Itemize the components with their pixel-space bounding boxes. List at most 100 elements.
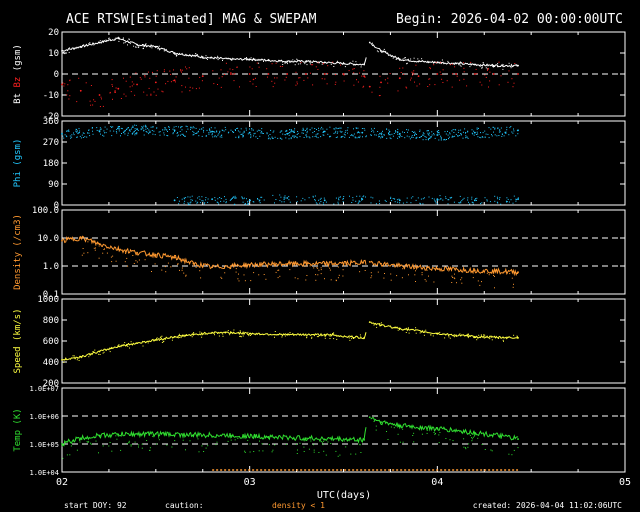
series-scatter-mag-0 [119,37,120,39]
series-scatter-phi-0 [280,130,282,132]
series-scatter-mag-1 [295,71,297,73]
series-scatter-phi-0 [409,138,411,140]
series-scatter-phi-1 [505,200,507,202]
series-scatter-phi-0 [320,128,322,130]
series-scatter-phi-0 [382,136,384,138]
series-scatter-mag-1 [255,77,256,79]
series-scatter-phi-0 [440,138,442,140]
series-scatter-phi-0 [285,137,287,139]
series-scatter-phi-1 [472,202,474,203]
series-scatter-phi-0 [62,135,64,137]
series-scatter-speed-0 [353,338,354,339]
y-tick-label-density-1: 10.0 [37,234,59,244]
series-scatter-density-0 [127,265,129,267]
y-tick-label-temp-0: 1.0E+07 [29,385,59,393]
series-scatter-phi-0 [312,136,314,138]
series-scatter-speed-0 [379,325,381,327]
series-scatter-density-0 [315,279,317,281]
series-scatter-mag-1 [140,78,142,80]
series-scatter-phi-1 [190,201,192,203]
series-scatter-phi-0 [399,135,401,137]
series-scatter-mag-0 [279,59,281,61]
series-scatter-temp-0 [158,437,160,439]
series-scatter-phi-0 [323,130,324,132]
series-scatter-speed-0 [444,337,446,339]
series-scatter-phi-0 [326,128,328,130]
series-scatter-phi-0 [358,136,359,138]
series-scatter-phi-0 [424,136,426,137]
series-scatter-phi-1 [463,197,465,199]
series-scatter-speed-0 [451,334,452,336]
series-scatter-phi-1 [352,197,354,199]
y-axis-label-phi: Phi (gsm) [13,139,23,188]
series-scatter-density-0 [320,269,322,271]
series-scatter-temp-0 [393,427,395,429]
series-scatter-speed-0 [329,338,331,339]
series-scatter-phi-0 [388,133,389,134]
series-scatter-phi-0 [105,132,107,134]
series-scatter-phi-1 [467,199,469,201]
y-axis-label-part: Bt [13,93,23,104]
y-tick-label-speed-3: 400 [43,358,59,368]
series-scatter-temp-0 [271,451,273,453]
series-scatter-mag-0 [355,61,357,63]
data-point-mag-1 [380,81,382,84]
series-scatter-phi-0 [260,132,262,134]
series-scatter-mag-1 [185,66,186,68]
series-scatter-temp-0 [452,440,454,442]
series-scatter-phi-0 [172,132,174,134]
series-scatter-speed-0 [306,336,308,338]
series-scatter-mag-0 [497,66,498,68]
series-scatter-phi-0 [291,130,293,132]
series-scatter-phi-0 [79,132,80,134]
series-scatter-density-0 [195,266,197,268]
series-scatter-mag-1 [134,94,136,96]
series-scatter-speed-0 [423,330,425,332]
series-scatter-phi-0 [233,132,235,133]
series-scatter-density-0 [402,268,404,270]
series-scatter-phi-0 [301,129,303,131]
series-scatter-phi-0 [235,136,237,138]
series-scatter-temp-0 [130,444,132,446]
series-scatter-mag-1 [307,77,309,79]
series-scatter-density-0 [98,257,100,259]
series-scatter-mag-0 [207,58,208,60]
series-scatter-phi-0 [228,131,230,133]
series-scatter-temp-0 [69,454,71,456]
series-scatter-phi-0 [370,134,372,136]
series-scatter-speed-0 [277,334,279,336]
series-scatter-phi-0 [337,131,339,133]
series-scatter-phi-0 [181,133,183,135]
series-scatter-phi-1 [322,202,324,204]
series-scatter-mag-1 [220,69,222,71]
series-scatter-phi-0 [80,137,82,139]
series-scatter-speed-0 [98,353,100,355]
series-scatter-density-0 [426,269,428,271]
series-scatter-mag-1 [463,78,465,80]
series-scatter-phi-0 [261,132,263,134]
series-scatter-temp-0 [149,450,151,451]
series-scatter-phi-0 [199,128,201,130]
series-scatter-phi-0 [451,136,453,138]
series-scatter-phi-1 [410,202,412,204]
series-scatter-phi-1 [181,198,183,200]
series-scatter-phi-1 [496,201,498,203]
series-scatter-phi-0 [517,133,519,135]
series-scatter-mag-0 [108,37,110,39]
series-scatter-phi-0 [496,135,498,137]
series-scatter-density-0 [297,278,299,280]
series-scatter-phi-0 [206,129,208,131]
series-scatter-temp-0 [249,443,251,445]
series-scatter-speed-0 [158,339,160,341]
series-scatter-phi-0 [462,137,464,139]
series-scatter-density-0 [238,280,240,282]
series-scatter-mag-1 [114,90,116,92]
series-scatter-mag-1 [353,72,355,74]
series-scatter-temp-0 [259,440,260,442]
series-scatter-mag-0 [263,60,264,62]
series-scatter-speed-0 [76,357,78,359]
series-scatter-phi-1 [362,196,364,198]
series-scatter-phi-0 [473,130,475,132]
series-scatter-phi-0 [145,126,147,128]
series-scatter-phi-0 [293,130,295,132]
